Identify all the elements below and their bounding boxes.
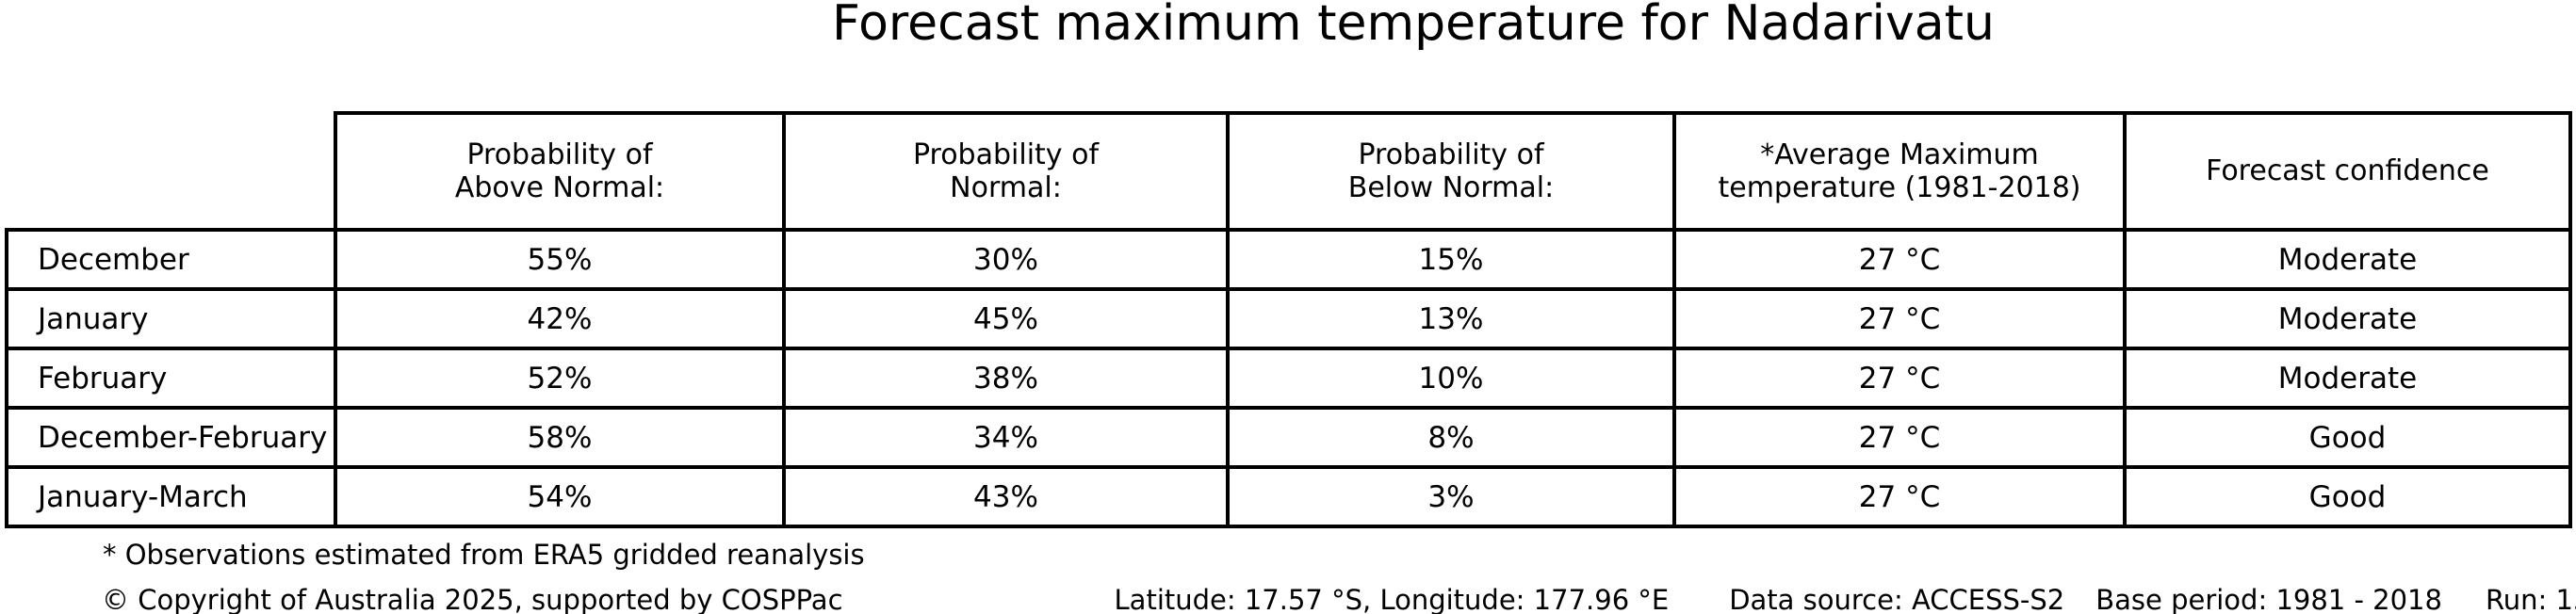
- above-normal-value: 55%: [334, 228, 786, 291]
- below-normal-value: 15%: [1226, 228, 1676, 291]
- forecast-confidence-value: Moderate: [2123, 287, 2572, 350]
- forecast-confidence-value: Good: [2123, 465, 2572, 528]
- below-normal-value: 3%: [1226, 465, 1676, 528]
- stub-header-cell: [7, 113, 335, 230]
- row-label: January-March: [5, 465, 337, 528]
- average-max-temperature-value: 27 °C: [1672, 287, 2127, 350]
- row-label: January: [5, 287, 337, 350]
- run-date-text: Run: 15/11/2025: [2485, 584, 2576, 614]
- average-max-temperature-value: 27 °C: [1672, 406, 2127, 469]
- forecast-confidence-value: Moderate: [2123, 228, 2572, 291]
- above-normal-value: 58%: [334, 406, 786, 469]
- forecast-confidence-value: Moderate: [2123, 347, 2572, 410]
- below-normal-value: 13%: [1226, 287, 1676, 350]
- normal-value: 38%: [782, 347, 1230, 410]
- above-normal-value: 52%: [334, 347, 786, 410]
- latitude-longitude-text: Latitude: 17.57 °S, Longitude: 177.96 °E: [1114, 584, 1670, 614]
- normal-value: 45%: [782, 287, 1230, 350]
- above-normal-value: 42%: [334, 287, 786, 350]
- page-title: Forecast maximum temperature for Nadariv…: [832, 0, 1995, 52]
- normal-value: 30%: [782, 228, 1230, 291]
- footer-line: © Copyright of Australia 2025, supported…: [0, 584, 2576, 614]
- row-label: February: [5, 347, 337, 410]
- average-max-temperature-value: 27 °C: [1672, 228, 2127, 291]
- normal-value: 43%: [782, 465, 1230, 528]
- forecast-confidence-value: Good: [2123, 406, 2572, 469]
- header-above-normal: Probability of Above Normal:: [334, 111, 786, 232]
- average-max-temperature-value: 27 °C: [1672, 347, 2127, 410]
- table-row: December 55% 30% 15% 27 °C Moderate: [5, 228, 2572, 291]
- era5-footnote: * Observations estimated from ERA5 gridd…: [103, 539, 865, 571]
- average-max-temperature-value: 27 °C: [1672, 465, 2127, 528]
- data-source-text: Data source: ACCESS-S2: [1729, 584, 2065, 614]
- normal-value: 34%: [782, 406, 1230, 469]
- above-normal-value: 54%: [334, 465, 786, 528]
- base-period-text: Base period: 1981 - 2018: [2095, 584, 2442, 614]
- table-row: February 52% 38% 10% 27 °C Moderate: [5, 347, 2572, 410]
- header-average-max-temperature: *Average Maximum temperature (1981-2018): [1672, 111, 2127, 232]
- table-row: January 42% 45% 13% 27 °C Moderate: [5, 287, 2572, 350]
- header-forecast-confidence: Forecast confidence: [2123, 111, 2572, 232]
- copyright-text: © Copyright of Australia 2025, supported…: [102, 584, 843, 614]
- table-row: December-February 58% 34% 8% 27 °C Good: [5, 406, 2572, 469]
- below-normal-value: 8%: [1226, 406, 1676, 469]
- forecast-table: Probability of Above Normal: Probability…: [5, 111, 2572, 528]
- header-normal: Probability of Normal:: [782, 111, 1230, 232]
- row-label: December-February: [5, 406, 337, 469]
- header-below-normal: Probability of Below Normal:: [1226, 111, 1676, 232]
- below-normal-value: 10%: [1226, 347, 1676, 410]
- row-label: December: [5, 228, 337, 291]
- header-row: Probability of Above Normal: Probability…: [7, 111, 2572, 232]
- table-row: January-March 54% 43% 3% 27 °C Good: [5, 465, 2572, 528]
